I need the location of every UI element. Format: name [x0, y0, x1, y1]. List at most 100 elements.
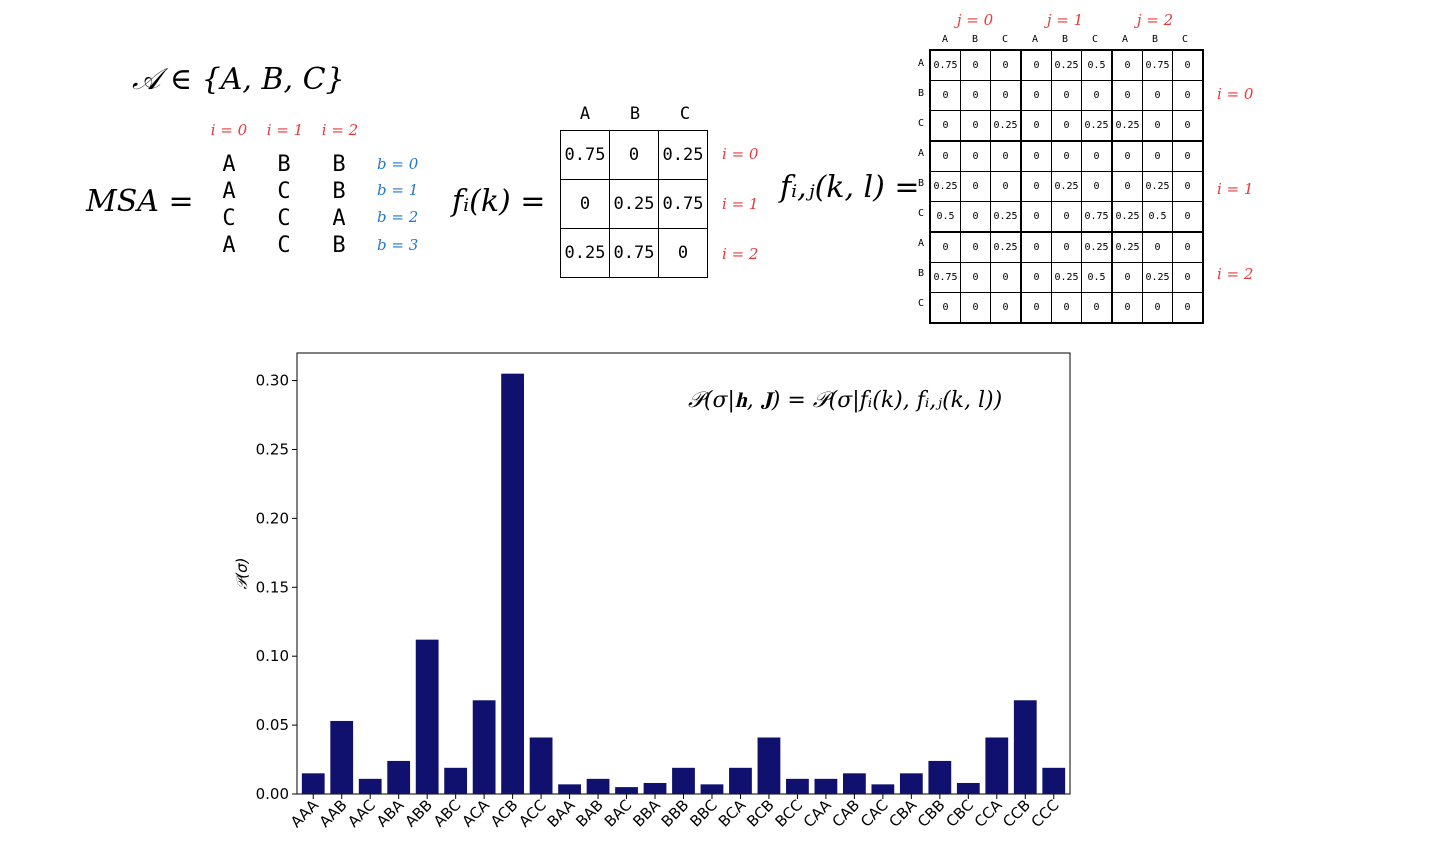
bar: [871, 784, 895, 794]
msa-cell: B: [277, 152, 291, 177]
fij-cell: 0.25: [1142, 171, 1173, 202]
fij-row-label: B: [917, 268, 924, 279]
fij-cell: 0: [960, 110, 991, 142]
x-tick-label: CAB: [829, 796, 864, 831]
fij-cell: 0: [1081, 140, 1113, 172]
x-tick-label: CBA: [886, 796, 921, 831]
x-tick-label: AAC: [344, 796, 379, 831]
fij-cell: 0.25: [990, 110, 1022, 142]
fij-cell: 0: [1020, 110, 1052, 142]
fi-label: fᵢ(k) =: [452, 184, 546, 219]
bar: [956, 782, 980, 794]
bar: [472, 700, 496, 794]
fij-cell: 0: [1020, 140, 1052, 172]
fij-cell: 0: [1111, 171, 1143, 202]
bar: [415, 639, 439, 794]
fij-j-label: j = 2: [1136, 11, 1174, 29]
fi-cell: 0.75: [560, 130, 610, 180]
fi-col-label: A: [579, 104, 591, 124]
x-tick-label: CAC: [857, 796, 892, 831]
x-tick-label: CBC: [943, 796, 978, 831]
fij-row-label: A: [917, 148, 924, 159]
fij-cell: 0: [1142, 140, 1173, 172]
bar: [615, 787, 638, 794]
x-tick-label: BAC: [601, 796, 635, 830]
msa-cell: C: [277, 179, 291, 204]
bar: [899, 773, 923, 794]
bar: [358, 778, 382, 794]
fij-table: 0.75 0 0 0 0.25 0.5 0 0.75 0 0 0 0 0 0 0 0 0 0 0 0 0.25 0 0 0.2…: [929, 49, 1204, 324]
fij-j-label: j = 1: [1046, 11, 1084, 29]
fij-col-label: A: [941, 34, 949, 45]
fij-row-label: B: [917, 88, 924, 99]
fi-cell: 0.75: [609, 228, 659, 278]
x-tick-label: BAA: [544, 796, 579, 831]
chart-annotation: 𝒫(σ|𝐡, 𝐉) = 𝒫(σ|fᵢ(k), fᵢ,ⱼ(k, l)): [688, 388, 1003, 413]
x-tick-label: BCB: [743, 796, 778, 831]
x-tick-label: BBB: [658, 796, 693, 831]
fij-cell: 0.25: [990, 231, 1022, 263]
fij-cell: 0: [1051, 201, 1082, 233]
fij-cell: 0: [1172, 231, 1204, 263]
x-tick-label: ABA: [373, 796, 408, 831]
fij-cell: 0: [1172, 292, 1204, 324]
msa-col-label: i = 0: [210, 121, 248, 139]
x-tick-label: BBC: [686, 796, 721, 831]
fi-col-label: B: [629, 104, 641, 124]
fij-cell: 0: [1081, 171, 1113, 202]
fi-row-label: i = 0: [722, 145, 759, 163]
fij-col-label: C: [1001, 34, 1009, 45]
bar: [842, 773, 866, 794]
fij-i-label: i = 2: [1217, 265, 1254, 283]
fi-col-label: C: [679, 104, 691, 124]
msa-cell: B: [332, 179, 346, 204]
msa-cell: A: [222, 179, 236, 204]
bar: [586, 778, 610, 794]
x-tick-label: ABB: [401, 796, 436, 831]
fij-cell: 0: [1051, 80, 1082, 111]
x-tick-label: AAB: [316, 796, 351, 831]
fij-col-label: B: [1061, 34, 1069, 45]
y-tick-label: 0.30: [256, 372, 289, 390]
fij-row-label: A: [917, 58, 924, 69]
x-tick-label: BCA: [715, 796, 750, 831]
y-tick-label: 0.05: [256, 716, 289, 734]
bar: [1042, 767, 1066, 794]
bar: [928, 760, 952, 794]
bar: [814, 778, 838, 794]
msa-row-label: b = 1: [377, 181, 419, 199]
bar: [700, 784, 724, 794]
fij-cell: 0: [1142, 110, 1173, 142]
fi-cell: 0: [658, 228, 708, 278]
y-tick-label: 0.25: [256, 440, 289, 458]
msa-cell: B: [332, 152, 346, 177]
fi-cell: 0: [560, 179, 610, 229]
y-tick-label: 0.15: [256, 578, 289, 596]
fij-cell: 0: [960, 80, 991, 111]
fij-i-label: i = 1: [1217, 180, 1254, 198]
msa-cell: A: [222, 233, 236, 258]
y-tick-label: 0.10: [256, 647, 289, 665]
bar: [786, 778, 809, 794]
msa-cell: A: [222, 152, 236, 177]
fi-cell: 0: [609, 130, 659, 180]
fij-cell: 0.5: [1142, 201, 1173, 233]
fij-cell: 0.25: [1142, 262, 1173, 293]
fij-col-label: C: [1181, 34, 1189, 45]
msa-cell: C: [222, 206, 236, 231]
bar: [1013, 700, 1037, 794]
fij-cell: 0: [1172, 201, 1204, 233]
msa-row-label: b = 0: [377, 155, 419, 173]
fi-row-label: i = 1: [722, 195, 759, 213]
y-tick-label: 0.00: [256, 785, 289, 803]
bar: [387, 760, 411, 794]
fij-cell: 0: [1051, 140, 1082, 172]
fij-cell: 0: [960, 292, 991, 324]
fij-j-label: j = 0: [956, 11, 994, 29]
fi-cell: 0.25: [658, 130, 708, 180]
x-tick-label: BAB: [572, 796, 607, 831]
fij-cell: 0: [1111, 262, 1143, 293]
fij-cell: 0: [929, 292, 961, 324]
fij-cell: 0.75: [1142, 49, 1173, 81]
fij-cell: 0.25: [1051, 262, 1082, 293]
